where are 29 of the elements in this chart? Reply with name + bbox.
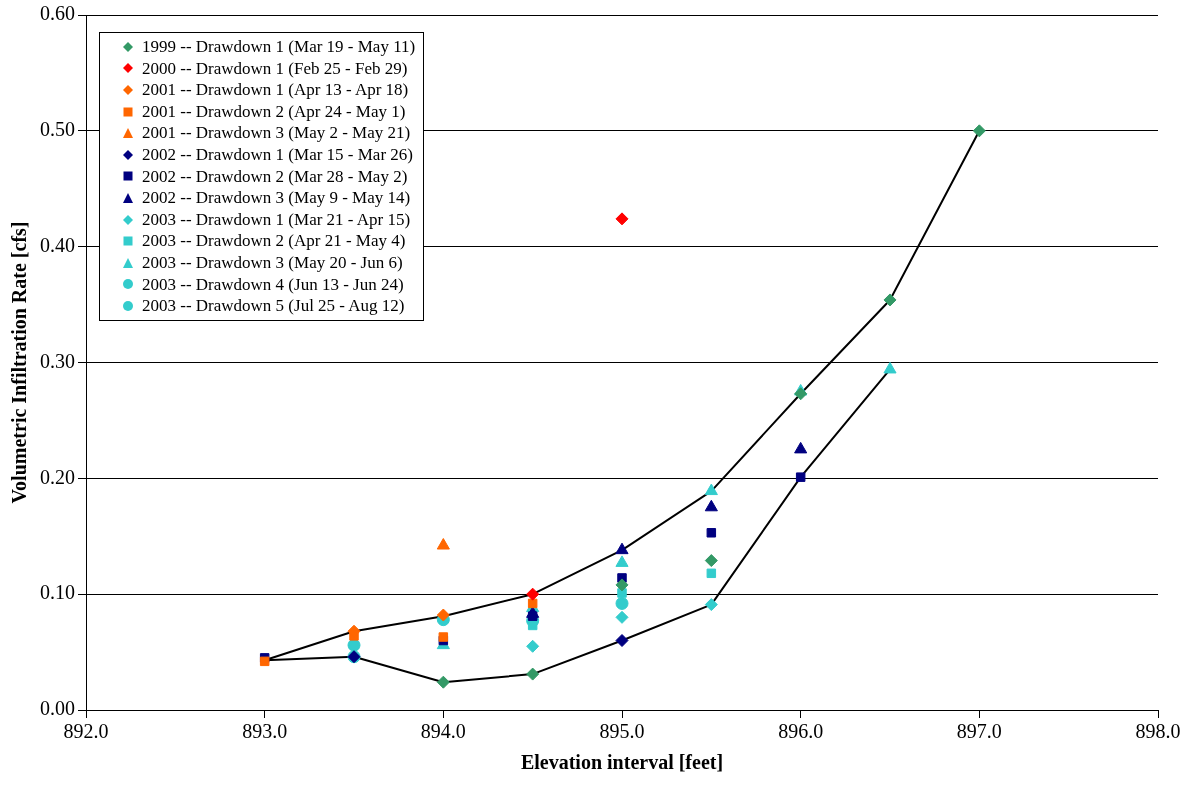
legend-label: 2001 -- Drawdown 3 (May 2 - May 21)	[142, 122, 411, 144]
legend-label: 2003 -- Drawdown 2 (Apr 21 - May 4)	[142, 230, 406, 252]
legend-label: 2003 -- Drawdown 5 (Jul 25 - Aug 12)	[142, 295, 405, 317]
x-tick-label: 894.0	[420, 720, 466, 743]
legend-label: 2002 -- Drawdown 2 (Mar 28 - May 2)	[142, 165, 408, 188]
legend-label: 2002 -- Drawdown 1 (Mar 15 - Mar 26)	[142, 143, 413, 166]
x-tick-label: 896.0	[778, 720, 824, 743]
legend-label: 1999 -- Drawdown 1 (Mar 19 - May 11)	[142, 36, 416, 58]
y-tick-label: 0.00	[40, 697, 75, 720]
legend-label: 2001 -- Drawdown 2 (Apr 24 - May 1)	[142, 100, 406, 123]
y-tick-label: 0.60	[40, 2, 75, 25]
legend-label: 2003 -- Drawdown 1 (Mar 21 - Apr 15)	[142, 208, 411, 231]
y-tick-label: 0.20	[40, 465, 75, 488]
legend-label: 2003 -- Drawdown 3 (May 20 - Jun 6)	[142, 251, 403, 274]
x-tick-label: 893.0	[242, 720, 288, 743]
y-tick-label: 0.10	[40, 581, 75, 604]
y-axis-title: Volumetric Infiltration Rate [cfs]	[8, 221, 31, 504]
legend-label: 2003 -- Drawdown 4 (Jun 13 - Jun 24)	[142, 273, 404, 296]
y-tick-label: 0.40	[40, 233, 75, 256]
legend-label: 2000 -- Drawdown 1 (Feb 25 - Feb 29)	[142, 57, 408, 80]
x-tick-label: 892.0	[63, 720, 109, 743]
x-tick-label: 897.0	[956, 720, 1002, 743]
y-tick-label: 0.30	[40, 349, 75, 372]
x-tick-label: 898.0	[1135, 720, 1181, 743]
y-tick-label: 0.50	[40, 118, 75, 141]
x-axis-title: Elevation interval [feet]	[520, 751, 724, 774]
x-tick-label: 895.0	[599, 720, 645, 743]
legend-label: 2001 -- Drawdown 1 (Apr 13 - Apr 18)	[142, 79, 409, 101]
legend-label: 2002 -- Drawdown 3 (May 9 - May 14)	[142, 187, 411, 209]
